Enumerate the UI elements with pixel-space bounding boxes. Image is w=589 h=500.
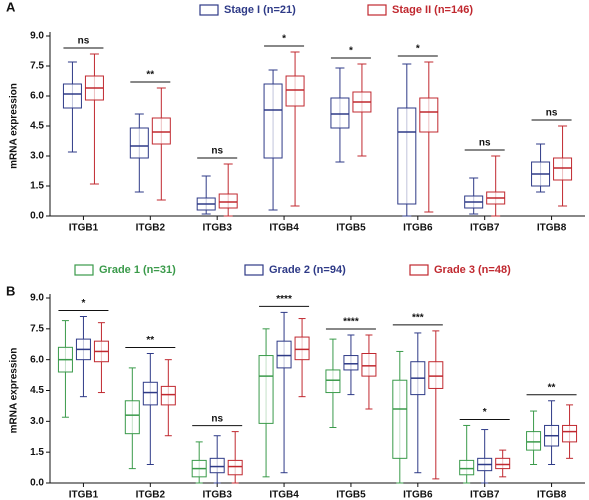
x-tick-label: ITGB8: [537, 490, 567, 500]
significance-label: ****: [343, 317, 359, 328]
x-tick-label: ITGB4: [269, 223, 299, 234]
x-tick-label: ITGB7: [470, 490, 500, 500]
y-tick-label: 0.0: [30, 478, 44, 489]
box: [218, 193, 238, 209]
x-tick-label: ITGB3: [202, 490, 232, 500]
legend-swatch: [409, 264, 429, 276]
significance-label: *: [483, 407, 487, 418]
box: [361, 353, 377, 377]
legend-swatch: [244, 264, 264, 276]
significance-label: ns: [546, 108, 558, 119]
y-tick-label: 6.0: [30, 91, 44, 102]
box: [285, 75, 305, 107]
significance-label: **: [548, 382, 556, 393]
y-tick-label: 9.0: [30, 293, 44, 304]
x-tick-label: ITGB6: [403, 490, 433, 500]
x-tick-label: ITGB2: [136, 223, 166, 234]
y-tick-label: 3.0: [30, 151, 44, 162]
box: [553, 157, 573, 181]
box: [129, 127, 149, 159]
box: [142, 381, 158, 406]
box: [392, 379, 408, 459]
y-tick-label: 1.5: [30, 181, 44, 192]
y-tick-label: 1.5: [30, 447, 44, 458]
significance-label: ns: [479, 138, 491, 149]
significance-label: ***: [412, 313, 424, 324]
x-tick-label: ITGB8: [537, 223, 567, 234]
box: [227, 459, 243, 476]
significance-label: *: [81, 298, 85, 309]
x-tick-label: ITGB2: [136, 490, 166, 500]
box: [562, 424, 578, 443]
significance-label: ns: [211, 146, 223, 157]
y-tick-label: 9.0: [30, 31, 44, 42]
legend-swatch: [74, 264, 94, 276]
significance-label: **: [146, 70, 154, 81]
x-tick-label: ITGB1: [69, 490, 99, 500]
box: [526, 431, 542, 451]
legend-label: Stage II (n=146): [392, 4, 473, 16]
x-tick-label: ITGB4: [269, 490, 299, 500]
box: [263, 83, 283, 159]
y-tick-label: 6.0: [30, 354, 44, 365]
legend-label: Grade 3 (n=48): [434, 264, 511, 276]
box: [209, 457, 225, 474]
legend-label: Stage I (n=21): [224, 4, 296, 16]
significance-label: *: [282, 34, 286, 45]
box: [343, 355, 359, 371]
y-tick-label: 3.0: [30, 416, 44, 427]
x-tick-label: ITGB1: [69, 223, 99, 234]
box: [294, 336, 310, 361]
box: [459, 459, 475, 476]
box: [62, 83, 82, 109]
y-tick-label: 7.5: [30, 61, 44, 72]
legend-label: Grade 2 (n=94): [269, 264, 346, 276]
y-tick-label: 0.0: [30, 211, 44, 222]
significance-label: ns: [211, 413, 223, 424]
box: [419, 97, 439, 133]
box: [397, 107, 417, 205]
y-tick-label: 4.5: [30, 121, 44, 132]
y-tick-label: 4.5: [30, 385, 44, 396]
box: [428, 361, 444, 389]
x-tick-label: ITGB5: [336, 223, 366, 234]
box: [124, 400, 140, 435]
box: [325, 369, 341, 394]
x-tick-label: ITGB3: [202, 223, 232, 234]
box: [160, 385, 176, 406]
legend-label: Grade 1 (n=31): [99, 264, 176, 276]
significance-label: *: [349, 46, 353, 57]
box: [330, 97, 350, 129]
x-tick-label: ITGB5: [336, 490, 366, 500]
box: [151, 117, 171, 145]
panel-label: B: [6, 283, 15, 298]
box: [495, 457, 511, 470]
legend-swatch: [367, 4, 387, 16]
x-tick-label: ITGB6: [403, 223, 433, 234]
significance-label: **: [146, 335, 154, 346]
y-axis-label: mRNA expression: [9, 83, 20, 169]
significance-label: *: [416, 44, 420, 55]
y-tick-label: 7.5: [30, 323, 44, 334]
x-tick-label: ITGB7: [470, 223, 500, 234]
panel-label: A: [6, 0, 16, 14]
significance-label: ns: [78, 36, 90, 47]
significance-label: ****: [276, 294, 292, 305]
legend-swatch: [199, 4, 219, 16]
box: [258, 355, 274, 424]
box: [276, 340, 292, 369]
y-axis-label: mRNA expression: [9, 348, 20, 434]
